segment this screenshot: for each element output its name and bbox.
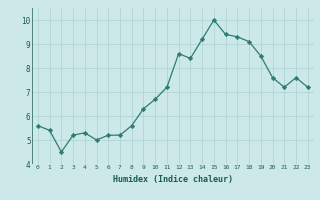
X-axis label: Humidex (Indice chaleur): Humidex (Indice chaleur) (113, 175, 233, 184)
